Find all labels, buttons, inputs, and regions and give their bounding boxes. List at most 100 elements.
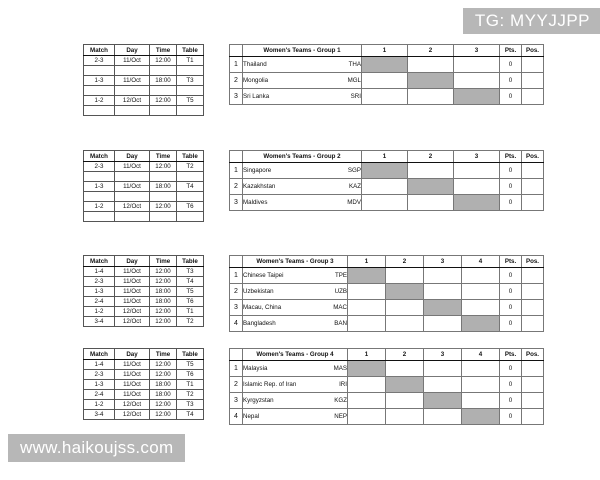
team-cell: Chinese Taipei TPE <box>242 267 348 284</box>
match-cell[interactable] <box>385 392 424 409</box>
match-cell[interactable] <box>423 283 462 300</box>
schedule-cell-day: 11/Oct <box>114 286 150 297</box>
match-cell[interactable] <box>361 72 408 89</box>
match-cell[interactable] <box>453 162 500 179</box>
schedule-cell-table: T1 <box>176 55 204 66</box>
team-points: 0 <box>499 88 522 105</box>
standings-row: 2 Uzbekistan UZB 0 <box>229 283 544 300</box>
match-cell[interactable] <box>423 315 462 332</box>
match-cell[interactable] <box>461 283 500 300</box>
match-cell[interactable] <box>361 88 408 105</box>
schedule-cell-table: T2 <box>176 161 204 172</box>
team-name: Islamic Rep. of Iran <box>243 381 297 388</box>
team-code: TPE <box>334 272 347 279</box>
schedule-spacer-cell <box>149 105 177 116</box>
schedule-spacer-cell <box>176 191 204 202</box>
schedule-cell-day: 11/Oct <box>114 296 150 307</box>
team-position <box>521 88 544 105</box>
standings-header-position: Pos. <box>521 150 544 163</box>
match-cell[interactable] <box>347 299 386 316</box>
match-cell[interactable] <box>423 267 462 284</box>
schedule-cell-time: 12:00 <box>149 359 177 370</box>
schedule-spacer-cell <box>176 211 204 222</box>
team-points: 0 <box>499 315 522 332</box>
standings-header-points: Pts. <box>499 255 522 268</box>
match-cell[interactable] <box>423 360 462 377</box>
match-cell[interactable] <box>347 392 386 409</box>
match-cell[interactable] <box>347 408 386 425</box>
match-cell[interactable] <box>461 299 500 316</box>
standings-header-points: Pts. <box>499 44 522 57</box>
match-cell[interactable] <box>423 376 462 393</box>
schedule-row: 1-3 11/Oct 18:00 T5 <box>83 286 204 297</box>
schedule-cell-match: 1-2 <box>83 306 115 317</box>
team-name: Maldives <box>243 199 268 206</box>
standings-row: 3 Sri Lanka SRI 0 <box>229 88 544 105</box>
team-name: Thailand <box>243 61 267 68</box>
match-cell-self <box>461 315 500 332</box>
team-points: 0 <box>499 72 522 89</box>
match-cell[interactable] <box>407 162 454 179</box>
match-cell[interactable] <box>347 315 386 332</box>
schedule-cell-match: 1-3 <box>83 75 115 86</box>
team-name: Macau, China <box>243 304 282 311</box>
schedule-row: 1-2 12/Oct 12:00 T6 <box>83 201 204 212</box>
standings-row: 1 Chinese Taipei TPE 0 <box>229 267 544 284</box>
match-cell[interactable] <box>407 56 454 73</box>
match-cell[interactable] <box>347 283 386 300</box>
standings-row: 3 Maldives MDV 0 <box>229 194 544 211</box>
schedule-cell-table: T1 <box>176 306 204 317</box>
match-cell[interactable] <box>385 360 424 377</box>
schedule-cell-match: 1-2 <box>83 399 115 410</box>
match-cell[interactable] <box>423 408 462 425</box>
match-cell[interactable] <box>385 267 424 284</box>
schedule-table: Match Day Time Table 1-4 11/Oct 12:00 T5 2-3 11/O… <box>83 348 204 420</box>
standings-row: 4 Bangladesh BAN 0 <box>229 315 544 332</box>
standings-header-position: Pos. <box>521 255 544 268</box>
match-cell[interactable] <box>385 299 424 316</box>
schedule-cell-day: 11/Oct <box>114 379 150 390</box>
match-cell[interactable] <box>453 56 500 73</box>
schedule-header-match: Match <box>83 150 115 162</box>
schedule-cell-time: 12:00 <box>149 161 177 172</box>
match-cell[interactable] <box>361 194 408 211</box>
schedule-row: 2-4 11/Oct 18:00 T6 <box>83 296 204 307</box>
group-block: Match Day Time Table 2-3 11/Oct 12:00 T1 1-3 11/… <box>83 44 544 116</box>
standings-header-opponent-2: 2 <box>385 348 424 361</box>
team-rank: 1 <box>229 360 243 377</box>
group-title: Women's Teams - Group 4 <box>242 348 348 361</box>
match-cell[interactable] <box>461 360 500 377</box>
schedule-spacer-row <box>83 85 204 96</box>
team-cell: Islamic Rep. of Iran IRI <box>242 376 348 393</box>
schedule-cell-time: 12:00 <box>149 201 177 212</box>
team-code: MGL <box>347 77 361 84</box>
match-cell[interactable] <box>347 376 386 393</box>
match-cell[interactable] <box>461 376 500 393</box>
standings-header-opponent-4: 4 <box>461 348 500 361</box>
match-cell[interactable] <box>453 178 500 195</box>
standings-header-opponent-3: 3 <box>453 150 500 163</box>
schedule-header-table: Table <box>176 348 204 360</box>
match-cell[interactable] <box>461 267 500 284</box>
match-cell[interactable] <box>361 178 408 195</box>
team-cell: Malaysia MAS <box>242 360 348 377</box>
schedule-cell-day: 11/Oct <box>114 369 150 380</box>
schedule-cell-table: T5 <box>176 95 204 106</box>
schedule-cell-match: 2-3 <box>83 161 115 172</box>
match-cell[interactable] <box>461 392 500 409</box>
schedule-spacer-cell <box>114 211 150 222</box>
team-points: 0 <box>499 267 522 284</box>
schedule-header-time: Time <box>149 255 177 267</box>
match-cell-self <box>461 408 500 425</box>
team-points: 0 <box>499 392 522 409</box>
match-cell[interactable] <box>407 194 454 211</box>
match-cell[interactable] <box>407 88 454 105</box>
schedule-cell-match: 1-4 <box>83 266 115 277</box>
match-cell-self <box>347 360 386 377</box>
schedule-cell-day: 12/Oct <box>114 399 150 410</box>
match-cell[interactable] <box>453 72 500 89</box>
match-cell[interactable] <box>385 408 424 425</box>
standings-row: 2 Mongolia MGL 0 <box>229 72 544 89</box>
standings-header-opponent-4: 4 <box>461 255 500 268</box>
match-cell[interactable] <box>385 315 424 332</box>
